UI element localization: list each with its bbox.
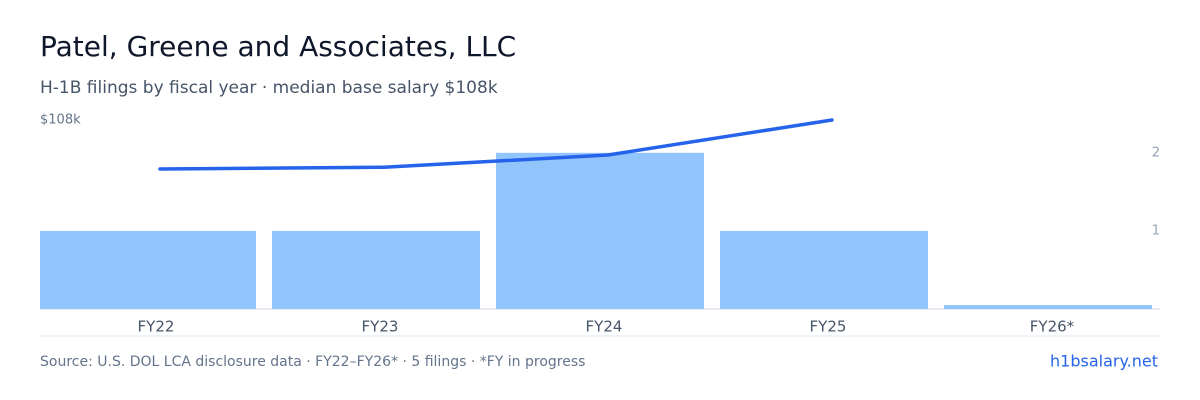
y2-tick-label: 1 bbox=[1152, 223, 1160, 238]
x-tick-label: FY25 bbox=[810, 318, 847, 336]
bar bbox=[40, 230, 256, 309]
x-tick-label: FY24 bbox=[586, 318, 623, 336]
chart-subtitle: H-1B filings by fiscal year · median bas… bbox=[40, 78, 498, 98]
chart-title: Patel, Greene and Associates, LLC bbox=[40, 30, 516, 63]
x-tick-label: FY22 bbox=[138, 318, 175, 336]
x-tick-label: FY26* bbox=[1030, 318, 1075, 336]
bar bbox=[272, 230, 480, 309]
x-tick-label: FY23 bbox=[362, 318, 399, 336]
y2-tick-label: 2 bbox=[1152, 145, 1160, 160]
bar bbox=[496, 152, 704, 309]
line bbox=[158, 118, 834, 171]
bar bbox=[944, 305, 1152, 309]
site-link[interactable]: h1bsalary.net bbox=[1050, 352, 1158, 371]
bar bbox=[720, 230, 928, 309]
y-tick-label: $108k bbox=[40, 113, 81, 128]
source-note: Source: U.S. DOL LCA disclosure data · F… bbox=[40, 354, 585, 370]
